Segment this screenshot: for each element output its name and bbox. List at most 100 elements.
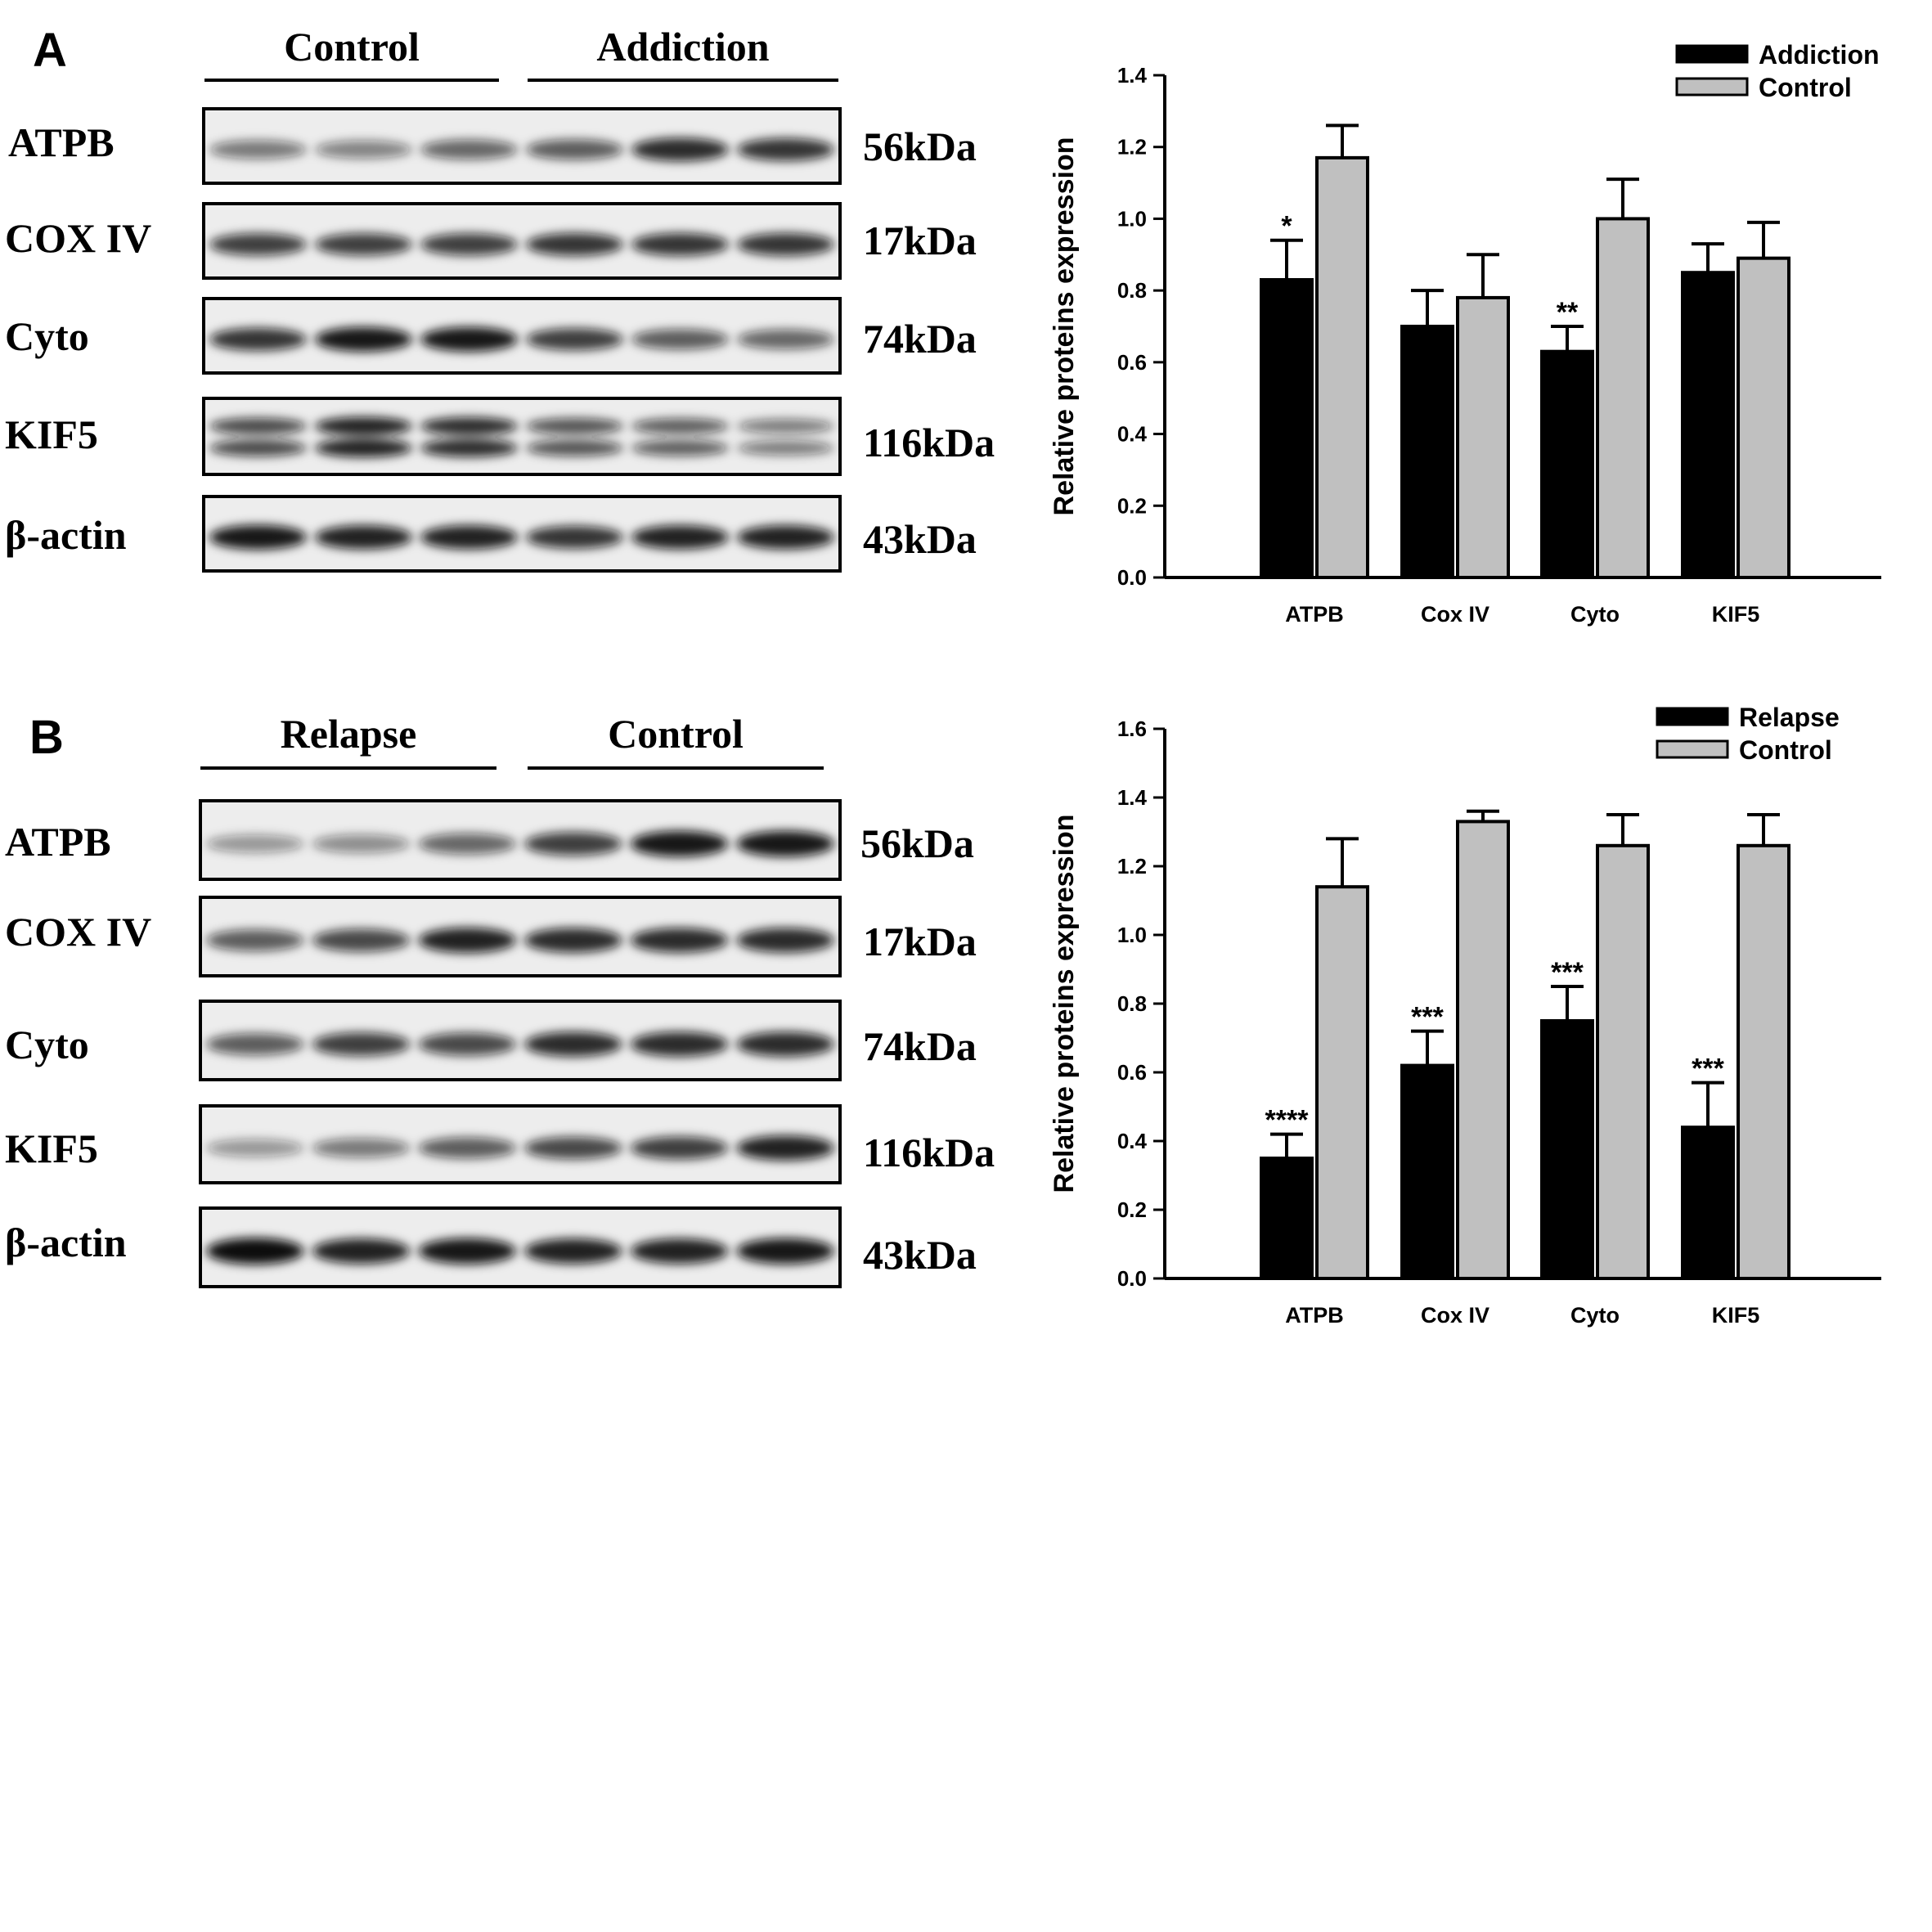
blot-band <box>206 1033 304 1055</box>
blot-band <box>526 418 623 434</box>
blot-band <box>312 1032 411 1056</box>
bar-control-cyto <box>1596 843 1650 1281</box>
blot-band <box>315 140 412 159</box>
panel-b-letter: B <box>29 711 64 764</box>
blot-band <box>630 1238 729 1265</box>
panel-a-kda-cox-iv: 17kDa <box>863 218 977 263</box>
panel-b-group-1-label: Relapse <box>280 711 417 757</box>
y-tick-label: 1.0 <box>1117 923 1147 947</box>
blot-band <box>737 525 834 550</box>
bar-control-cyto <box>1596 217 1650 580</box>
blot-band <box>631 329 729 350</box>
blot-band <box>418 1137 516 1159</box>
blot-band <box>209 439 307 456</box>
panel-b-blot-atpb <box>199 799 842 881</box>
significance-label: *** <box>1551 957 1584 988</box>
panel-b-kda-atpb: 56kDa <box>860 820 974 866</box>
y-tick-label: 0.6 <box>1117 350 1147 375</box>
panel-b-group-2-line <box>528 766 824 770</box>
panel-a-kda-atpb: 56kDa <box>863 124 977 169</box>
panel-b-group-1-line <box>200 766 496 770</box>
panel-a-blot-beta-actin <box>202 495 842 573</box>
x-tick-label: KIF5 <box>1712 602 1760 627</box>
blot-band <box>630 928 729 953</box>
x-tick-label: KIF5 <box>1712 1303 1760 1328</box>
blot-band <box>524 928 622 953</box>
y-tick-label: 0.0 <box>1117 565 1147 590</box>
significance-label: ** <box>1557 297 1579 328</box>
blot-band <box>630 1031 729 1057</box>
panel-a-letter: A <box>33 24 67 77</box>
y-axis-label: Relative proteins expression <box>1049 815 1080 1193</box>
blot-band <box>206 834 304 853</box>
bar-control-cox-iv <box>1456 820 1510 1280</box>
bar-addiction-cyto <box>1540 349 1594 579</box>
legend-label: Control <box>1739 735 1832 765</box>
blot-band <box>526 139 623 160</box>
legend-label: Relapse <box>1739 703 1840 732</box>
bar-addiction-atpb <box>1260 277 1314 579</box>
blot-band <box>418 928 516 954</box>
significance-label: **** <box>1265 1105 1310 1136</box>
blot-band <box>526 328 623 351</box>
bar-relapse-atpb <box>1260 1157 1314 1280</box>
y-tick-label: 0.0 <box>1117 1266 1147 1291</box>
bar-control-kif5 <box>1737 843 1790 1281</box>
blot-band <box>737 440 834 456</box>
y-tick-label: 0.2 <box>1117 493 1147 518</box>
blot-band <box>737 419 834 434</box>
bar-control-kif5 <box>1737 256 1790 579</box>
blot-band <box>418 833 516 855</box>
blot-band <box>418 1238 516 1265</box>
blot-band <box>209 140 307 160</box>
significance-label: * <box>1281 211 1292 242</box>
blot-band <box>736 1031 834 1057</box>
y-tick-label: 1.0 <box>1117 206 1147 231</box>
blot-band <box>420 417 518 435</box>
bar-addiction-cox-iv <box>1400 325 1454 579</box>
x-tick-label: Cyto <box>1570 602 1620 627</box>
legend-label: Addiction <box>1759 40 1880 70</box>
legend-swatch <box>1675 44 1749 64</box>
blot-band <box>524 1031 622 1057</box>
panel-a-blot-cox-iv <box>202 202 842 280</box>
blot-band <box>315 233 412 256</box>
y-axis-label: Relative proteins expression <box>1049 137 1080 516</box>
panel-b-protein-kif5: KIF5 <box>5 1126 98 1171</box>
legend-label: Control <box>1759 73 1852 102</box>
y-tick-label: 1.4 <box>1117 785 1148 810</box>
y-tick-label: 0.8 <box>1117 278 1147 303</box>
significance-label: *** <box>1411 1002 1444 1033</box>
blot-band <box>524 832 622 856</box>
panel-a-protein-cox-iv: COX IV <box>5 215 152 261</box>
panel-a-group-2-line <box>528 79 838 82</box>
blot-band <box>737 137 834 161</box>
blot-band <box>209 417 307 435</box>
panel-a-kda-kif5: 116kDa <box>863 420 995 465</box>
panel-b-blot-beta-actin <box>199 1206 842 1288</box>
blot-band <box>420 139 518 160</box>
blot-band <box>737 232 834 256</box>
blot-band <box>524 1136 622 1160</box>
x-tick-label: Cox IV <box>1421 602 1489 627</box>
bar-chart-a: 0.0 0.2 0.4 0.6 0.8 1.0 1.2 1.4 Relative protein… <box>1049 40 1881 627</box>
blot-band <box>631 440 729 456</box>
panel-a-kda-beta-actin: 43kDa <box>863 516 977 562</box>
blot-band <box>312 1238 411 1265</box>
panel-a-protein-atpb: ATPB <box>8 119 115 165</box>
x-tick-label: Cox IV <box>1421 1303 1489 1328</box>
panel-a-blot-cyto <box>202 297 842 375</box>
panel-b-blot-cyto <box>199 1000 842 1081</box>
y-tick-label: 0.6 <box>1117 1060 1147 1085</box>
bar-relapse-cyto <box>1540 1019 1594 1280</box>
panel-a-group-1-label: Control <box>284 24 420 70</box>
panel-b-blot-kif5 <box>199 1104 842 1184</box>
blot-band <box>418 1032 516 1056</box>
legend-swatch <box>1656 707 1729 726</box>
blot-band <box>420 525 518 550</box>
y-tick-label: 1.4 <box>1117 63 1148 88</box>
blot-band <box>209 524 307 550</box>
blot-band <box>526 232 623 256</box>
blot-band <box>526 525 623 549</box>
panel-b-group-2-label: Control <box>608 711 744 757</box>
